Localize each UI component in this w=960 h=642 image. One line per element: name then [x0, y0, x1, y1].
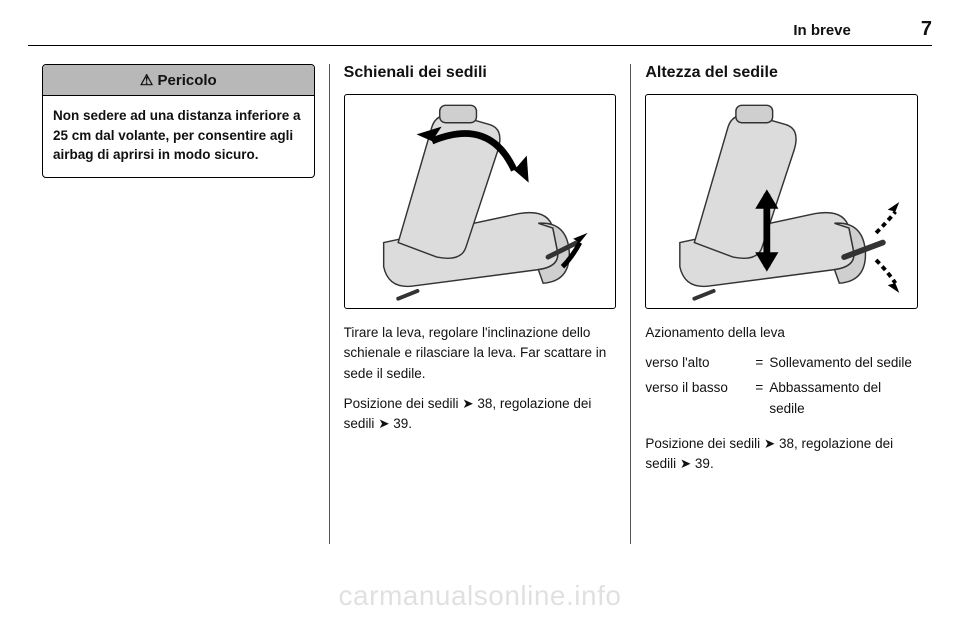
seat-recline-illustration: [345, 95, 616, 308]
column-mid: Schienali dei sedili: [329, 64, 631, 544]
def-value: Sollevamento del sedile: [769, 353, 918, 374]
ref-arrow-icon: ➤: [378, 416, 393, 431]
intro-text-height: Azionamento della leva: [645, 323, 918, 343]
figure-seat-recline: [344, 94, 617, 309]
section-title: In breve: [793, 22, 851, 39]
def-row: verso l'alto = Sollevamento del sedile: [645, 353, 918, 374]
body-text-recline: Tirare la leva, regolare l'inclinazione …: [344, 323, 617, 384]
ref-page: 39: [393, 416, 408, 431]
def-term: verso l'alto: [645, 353, 755, 374]
cross-reference-height: Posizione dei sedili ➤ 38, regola­zione …: [645, 434, 918, 475]
cross-reference-recline: Posizione dei sedili ➤ 38, regola­zione …: [344, 394, 617, 435]
def-value: Abbassamento del sedile: [769, 378, 918, 420]
ref-page: 38: [477, 396, 492, 411]
heading-height: Altezza del sedile: [645, 64, 918, 82]
ref-page: 39: [695, 456, 710, 471]
page-header: In breve 7: [28, 18, 932, 46]
ref-period: .: [710, 456, 714, 471]
ref-arrow-icon: ➤: [462, 396, 477, 411]
def-equals: =: [755, 378, 769, 420]
def-term: verso il basso: [645, 378, 755, 420]
ref-page: 38: [779, 436, 794, 451]
column-left: ⚠ Pericolo Non sedere ad una distanza in…: [28, 64, 329, 544]
ref-period: .: [408, 416, 412, 431]
warning-box: ⚠ Pericolo Non sedere ad una distanza in…: [42, 64, 315, 178]
ref-arrow-icon: ➤: [764, 436, 779, 451]
ref-text: Posizione dei sedili: [344, 396, 463, 411]
warning-header: ⚠ Pericolo: [43, 65, 314, 96]
figure-seat-height: [645, 94, 918, 309]
content-columns: ⚠ Pericolo Non sedere ad una distanza in…: [28, 64, 932, 544]
manual-page: In breve 7 ⚠ Pericolo Non sedere ad una …: [0, 0, 960, 642]
ref-text: Posizione dei sedili: [645, 436, 764, 451]
page-number: 7: [921, 18, 932, 41]
seat-height-illustration: [646, 95, 917, 308]
lever-definitions: verso l'alto = Sollevamento del sedile v…: [645, 353, 918, 424]
warning-body: Non sedere ad una distanza infe­riore a …: [43, 96, 314, 177]
def-row: verso il basso = Abbassamento del sedile: [645, 378, 918, 420]
def-equals: =: [755, 353, 769, 374]
watermark: carmanualsonline.info: [0, 580, 960, 612]
heading-backrest: Schienali dei sedili: [344, 64, 617, 82]
ref-arrow-icon: ➤: [680, 456, 695, 471]
column-right: Altezza del sedile: [630, 64, 932, 544]
